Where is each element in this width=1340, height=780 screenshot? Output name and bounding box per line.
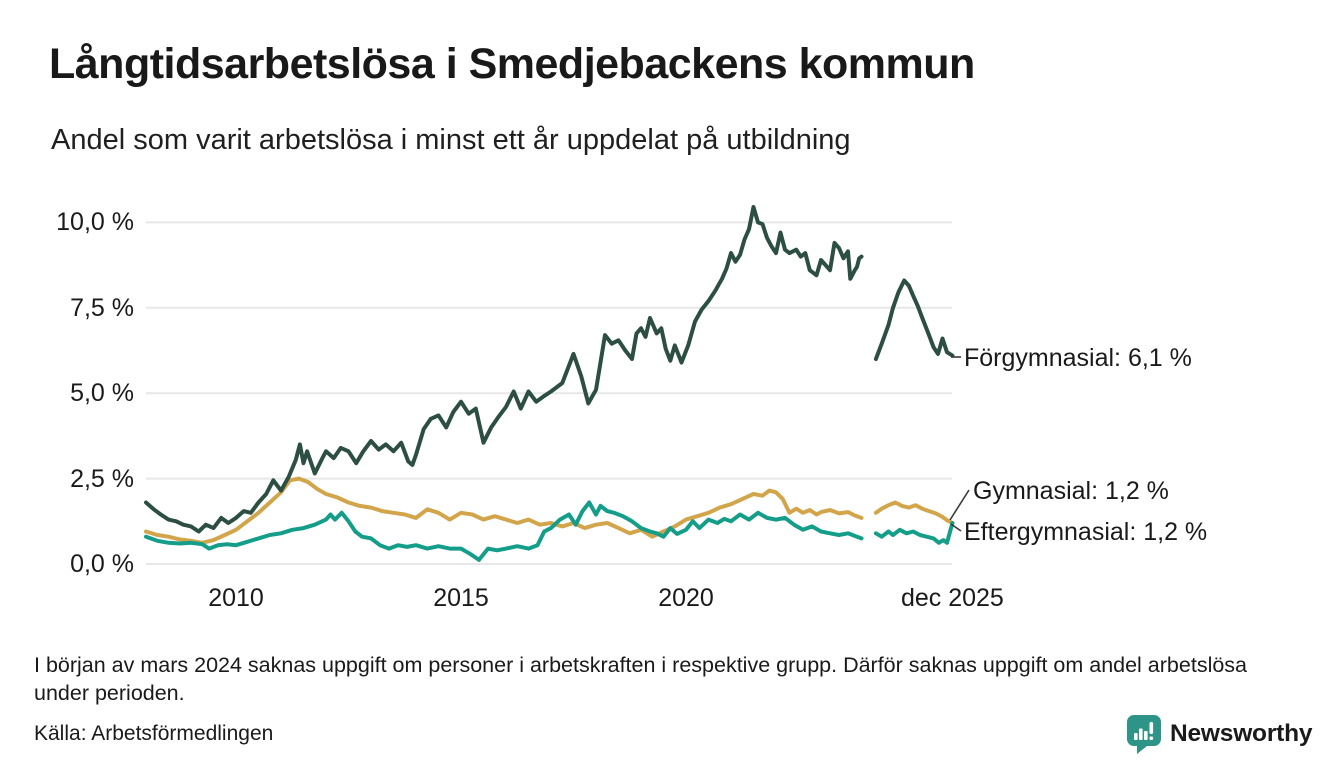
series-line-gymnasial xyxy=(144,476,864,545)
newsworthy-wordmark: Newsworthy xyxy=(1170,720,1313,747)
label-connector-line xyxy=(949,489,970,521)
footnote: I början av mars 2024 saknas uppgift om … xyxy=(34,653,1248,706)
y-tick-label: 2,5 % xyxy=(70,464,134,493)
series-end-label-eftergymnasial: Eftergymnasial: 1,2 % xyxy=(964,518,1208,546)
chart-title: Långtidsarbetslösa i Smedjebackens kommu… xyxy=(49,40,975,88)
series-line-förgymnasial xyxy=(873,278,955,361)
x-tick-label: 2010 xyxy=(208,584,264,612)
y-tick-label: 5,0 % xyxy=(70,379,134,408)
series-end-label-gymnasial: Gymnasial: 1,2 % xyxy=(973,477,1169,505)
series-line-eftergymnasial xyxy=(144,500,864,562)
series-end-label-forgymnasial: Förgymnasial: 6,1 % xyxy=(964,344,1192,372)
newsworthy-speech-bubble-barchart-icon xyxy=(1126,714,1162,754)
y-tick-label: 7,5 % xyxy=(70,293,134,322)
x-tick-label: 2015 xyxy=(433,584,489,612)
chart-subtitle: Andel som varit arbetslösa i minst ett å… xyxy=(51,124,851,156)
series-line-gymnasial xyxy=(873,500,955,525)
series-line-eftergymnasial xyxy=(873,521,955,545)
y-tick-label: 10,0 % xyxy=(56,208,134,237)
series-line-förgymnasial xyxy=(144,205,864,534)
label-connector-line xyxy=(950,523,962,532)
source-note: Källa: Arbetsförmedlingen xyxy=(34,722,274,745)
newsworthy-logo: Newsworthy xyxy=(1126,714,1313,754)
x-tick-label: dec 2025 xyxy=(900,584,1004,612)
x-tick-label: 2020 xyxy=(658,584,714,612)
y-tick-label: 0,0 % xyxy=(70,550,134,578)
